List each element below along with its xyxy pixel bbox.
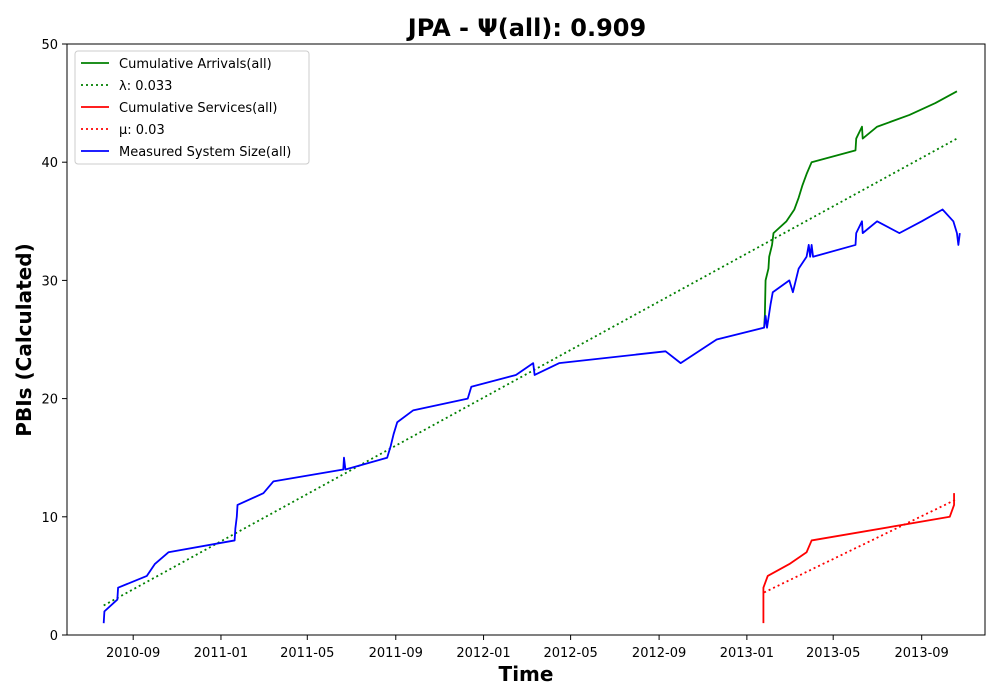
y-tick-label: 50	[41, 38, 58, 53]
x-axis: 2010-09 2011-01 2011-05 2011-09 2012-01 2012-…	[106, 635, 949, 661]
y-tick-label: 30	[41, 274, 58, 289]
series-line-cumulative-services-all	[762, 493, 955, 624]
legend-label: μ: 0.03	[119, 123, 165, 138]
x-tick-label: 2012-01	[456, 646, 510, 661]
legend-label: λ: 0.033	[119, 79, 172, 94]
legend-label: Cumulative Arrivals(all)	[119, 57, 272, 72]
x-tick-label: 2012-09	[632, 646, 686, 661]
x-tick-label: 2013-01	[720, 646, 774, 661]
legend-label: Measured System Size(all)	[119, 145, 291, 160]
y-tick-label: 10	[41, 511, 58, 526]
chart-title: JPA - Ψ(all): 0.909	[406, 14, 646, 42]
x-axis-title: Time	[499, 662, 554, 686]
x-tick-label: 2011-09	[369, 646, 423, 661]
series-layer	[102, 90, 961, 624]
y-axis: 0 10 20 30 40 50	[41, 38, 67, 644]
series-line-measured-system-size-all	[102, 208, 961, 624]
y-axis-title: PBIs (Calculated)	[12, 243, 36, 436]
x-tick-label: 2010-09	[106, 646, 160, 661]
x-tick-label: 2011-05	[280, 646, 334, 661]
x-tick-label: 2013-09	[895, 646, 949, 661]
series-line-cumulative-arrivals-all	[763, 90, 958, 328]
y-tick-label: 0	[50, 629, 58, 644]
series-line-0-033	[103, 137, 958, 607]
y-tick-label: 40	[41, 156, 58, 171]
legend: Cumulative Arrivals(all) λ: 0.033 Cumulati…	[74, 50, 310, 165]
legend-box	[74, 50, 310, 165]
series-line-0-03	[763, 498, 958, 594]
x-tick-label: 2013-05	[806, 646, 860, 661]
y-tick-label: 20	[41, 393, 58, 408]
x-tick-label: 2012-05	[543, 646, 597, 661]
x-tick-label: 2011-01	[194, 646, 248, 661]
legend-label: Cumulative Services(all)	[119, 101, 277, 116]
